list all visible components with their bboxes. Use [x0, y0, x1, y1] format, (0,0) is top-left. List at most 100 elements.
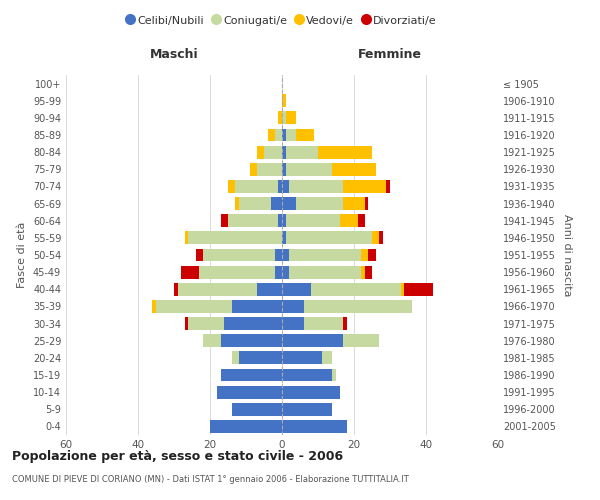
Bar [257, 146, 264, 158]
Bar [203, 248, 275, 262]
Bar [239, 352, 282, 364]
Bar [282, 232, 286, 244]
Bar [282, 317, 304, 330]
Bar [275, 248, 282, 262]
Bar [275, 128, 282, 141]
Bar [185, 232, 188, 244]
Bar [224, 317, 282, 330]
Bar [181, 266, 199, 278]
Bar [188, 317, 224, 330]
Bar [343, 197, 365, 210]
Y-axis label: Anni di nascita: Anni di nascita [562, 214, 572, 296]
Bar [361, 266, 365, 278]
Bar [386, 180, 390, 193]
Bar [296, 197, 343, 210]
Bar [264, 146, 282, 158]
Bar [282, 214, 286, 227]
Bar [286, 146, 318, 158]
Bar [217, 386, 282, 398]
Bar [332, 368, 336, 382]
Bar [152, 300, 156, 313]
Bar [289, 266, 361, 278]
Bar [257, 283, 282, 296]
Bar [203, 334, 221, 347]
Bar [232, 300, 282, 313]
Bar [282, 248, 289, 262]
Bar [343, 334, 379, 347]
Bar [232, 403, 282, 415]
Bar [282, 112, 286, 124]
Bar [210, 420, 282, 433]
Bar [318, 146, 372, 158]
Bar [232, 352, 239, 364]
Bar [282, 352, 322, 364]
Bar [250, 163, 257, 175]
Bar [401, 283, 404, 296]
Bar [282, 420, 347, 433]
Bar [372, 232, 379, 244]
Text: Maschi: Maschi [149, 48, 199, 62]
Bar [311, 283, 401, 296]
Bar [196, 248, 203, 262]
Bar [379, 232, 383, 244]
Bar [286, 163, 332, 175]
Bar [343, 180, 386, 193]
Bar [282, 146, 286, 158]
Bar [235, 180, 278, 193]
Bar [340, 214, 358, 227]
Bar [239, 197, 271, 210]
Bar [282, 266, 289, 278]
Bar [271, 197, 282, 210]
Bar [343, 317, 347, 330]
Bar [221, 334, 282, 347]
Bar [275, 266, 282, 278]
Y-axis label: Fasce di età: Fasce di età [17, 222, 27, 288]
Bar [286, 112, 296, 124]
Bar [278, 214, 282, 227]
Bar [257, 163, 282, 175]
Bar [365, 266, 372, 278]
Bar [358, 214, 365, 227]
Bar [282, 283, 311, 296]
Bar [296, 128, 314, 141]
Text: Popolazione per età, sesso e stato civile - 2006: Popolazione per età, sesso e stato civil… [12, 450, 343, 463]
Bar [278, 180, 282, 193]
Bar [235, 197, 239, 210]
Bar [221, 368, 282, 382]
Bar [282, 128, 286, 141]
Bar [286, 232, 372, 244]
Text: Femmine: Femmine [358, 48, 422, 62]
Bar [322, 352, 332, 364]
Bar [282, 300, 304, 313]
Bar [282, 94, 286, 107]
Legend: Celibi/Nubili, Coniugati/e, Vedovi/e, Divorziati/e: Celibi/Nubili, Coniugati/e, Vedovi/e, Di… [123, 10, 441, 30]
Bar [304, 317, 343, 330]
Bar [286, 214, 340, 227]
Bar [185, 317, 188, 330]
Bar [228, 180, 235, 193]
Bar [289, 248, 361, 262]
Bar [156, 300, 232, 313]
Bar [282, 180, 289, 193]
Bar [282, 386, 340, 398]
Bar [368, 248, 376, 262]
Bar [404, 283, 433, 296]
Bar [365, 197, 368, 210]
Bar [286, 128, 296, 141]
Bar [282, 197, 296, 210]
Bar [178, 283, 257, 296]
Bar [221, 214, 228, 227]
Bar [282, 368, 332, 382]
Bar [282, 163, 286, 175]
Bar [282, 403, 332, 415]
Bar [268, 128, 275, 141]
Bar [188, 232, 282, 244]
Bar [278, 112, 282, 124]
Bar [361, 248, 368, 262]
Text: COMUNE DI PIEVE DI CORIANO (MN) - Dati ISTAT 1° gennaio 2006 - Elaborazione TUTT: COMUNE DI PIEVE DI CORIANO (MN) - Dati I… [12, 475, 409, 484]
Bar [199, 266, 275, 278]
Bar [304, 300, 412, 313]
Bar [174, 283, 178, 296]
Bar [282, 334, 343, 347]
Bar [228, 214, 278, 227]
